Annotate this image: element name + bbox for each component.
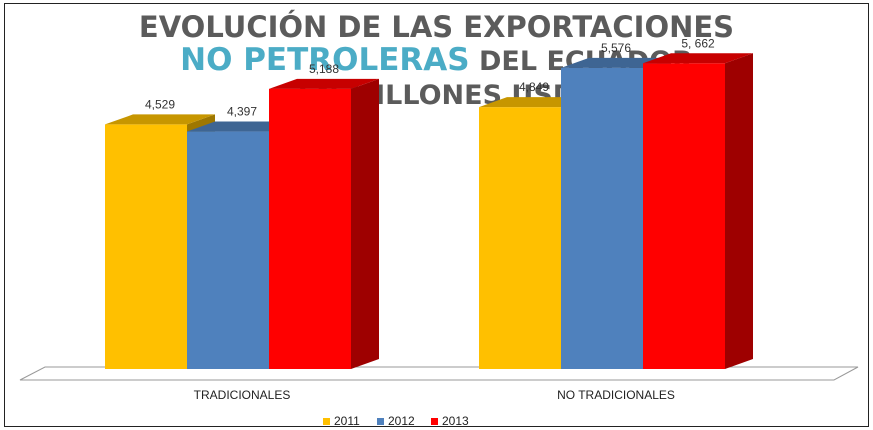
legend-swatch-2013 xyxy=(431,418,438,425)
data-label-2011-0: 4,529 xyxy=(145,97,175,111)
data-label-2012-1: 5,576 xyxy=(601,41,631,55)
data-label-2012-0: 4,397 xyxy=(227,105,257,119)
bar-2013-1 xyxy=(643,63,725,369)
category-label-0: TRADICIONALES xyxy=(194,388,291,402)
chart-title-line-1: EVOLUCIÓN DE LAS EXPORTACIONES xyxy=(138,10,735,44)
legend-swatch-2011 xyxy=(323,418,330,425)
bar-top-2013-1 xyxy=(643,53,753,64)
legend-swatch-2012 xyxy=(377,418,384,425)
bar-top-2013-0 xyxy=(269,78,379,89)
legend-label-2011: 2011 xyxy=(334,414,360,428)
bar-2011-0 xyxy=(105,124,187,370)
legend-label-2012: 2012 xyxy=(388,414,415,428)
bar-2011-1 xyxy=(479,107,561,370)
bar-side-2013-0 xyxy=(351,78,379,370)
bar-side-2013-1 xyxy=(725,53,753,369)
data-label-2013-0: 5,188 xyxy=(309,62,339,76)
chart-title-highlight: NO PETROLERAS xyxy=(180,42,470,78)
category-label-1: NO TRADICIONALES xyxy=(557,388,675,402)
data-label-2011-1: 4,849 xyxy=(519,80,549,94)
bar-2012-0 xyxy=(187,131,269,369)
bar-top-2011-0 xyxy=(105,114,215,125)
legend-label-2013: 2013 xyxy=(442,414,469,428)
chart-floor xyxy=(19,366,859,381)
bar-2012-1 xyxy=(561,67,643,370)
data-label-2013-1: 5, 662 xyxy=(681,36,715,50)
bar-2013-0 xyxy=(269,88,351,370)
